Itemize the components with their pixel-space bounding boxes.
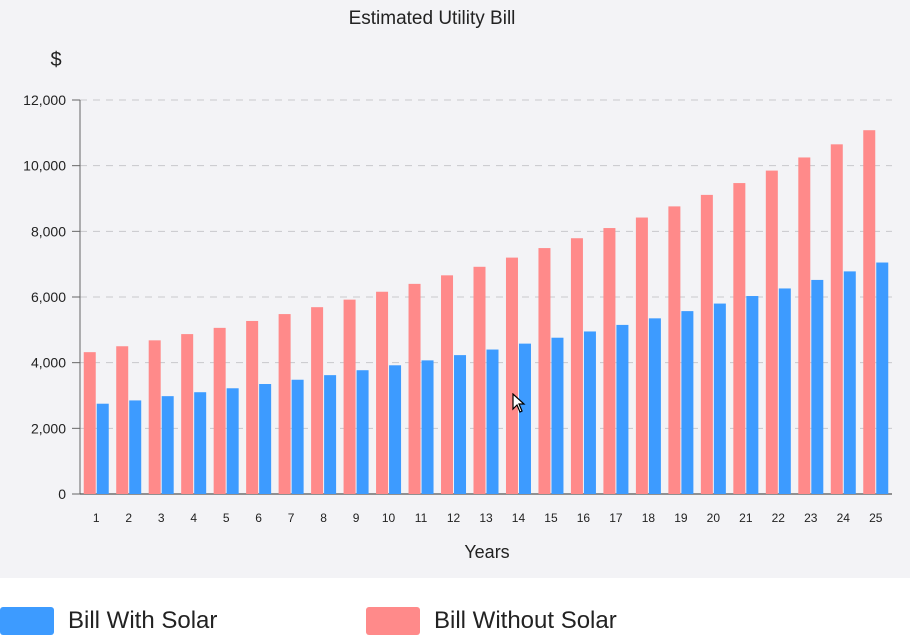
- x-tick-label: 24: [837, 511, 851, 525]
- x-tick-label: 15: [544, 511, 558, 525]
- bar-with-solar: [583, 331, 596, 494]
- y-axis-label: $: [50, 49, 61, 71]
- chart-svg: Estimated Utility Bill $0 2,000 4,000 6,000 8…: [23, 8, 892, 562]
- y-tick-label: 2,000: [31, 420, 66, 436]
- bar-without-solar: [213, 327, 226, 494]
- x-tick-label: 25: [869, 511, 883, 525]
- bar-with-solar: [746, 296, 759, 494]
- bar-without-solar: [311, 307, 324, 494]
- bar-with-solar: [194, 392, 207, 494]
- bar-with-solar: [259, 384, 272, 494]
- x-tick-label: 20: [707, 511, 721, 525]
- bar-without-solar: [441, 275, 454, 494]
- legend-label-without-solar: Bill Without Solar: [434, 607, 617, 634]
- bar-with-solar: [876, 262, 889, 494]
- x-tick-label: 18: [642, 511, 656, 525]
- x-tick-label: 10: [382, 511, 396, 525]
- bar-without-solar: [116, 346, 129, 494]
- x-tick-label: 11: [415, 511, 428, 525]
- x-tick-label: 14: [512, 511, 526, 525]
- bar-with-solar: [96, 403, 109, 494]
- legend-swatch-without-solar: [366, 607, 420, 635]
- bar-with-solar: [421, 360, 434, 494]
- x-tick-label: 2: [125, 511, 132, 525]
- x-tick-label: 4: [190, 511, 197, 525]
- bar-without-solar: [83, 352, 96, 494]
- bar-with-solar: [226, 388, 239, 494]
- x-tick-label: 8: [320, 511, 327, 525]
- x-tick-label: 5: [223, 511, 230, 525]
- legend-label-with-solar: Bill With Solar: [68, 607, 218, 634]
- x-tick-label: 12: [447, 511, 461, 525]
- x-tick-label: 6: [255, 511, 262, 525]
- bar-with-solar: [324, 375, 337, 494]
- y-tick-label: 0: [58, 486, 66, 502]
- bar-without-solar: [733, 183, 746, 494]
- bar-with-solar: [713, 303, 726, 494]
- x-tick-label: 7: [288, 511, 295, 525]
- bar-with-solar: [681, 311, 694, 494]
- bar-without-solar: [473, 266, 486, 494]
- x-tick-label: 9: [353, 511, 360, 525]
- y-tick-label: 8,000: [31, 223, 66, 239]
- y-tick-label: 12,000: [23, 92, 66, 108]
- bar-with-solar: [616, 324, 629, 494]
- bar-without-solar: [570, 238, 583, 494]
- mouse-cursor-icon: [512, 393, 526, 413]
- bar-without-solar: [538, 248, 551, 494]
- bar-without-solar: [765, 170, 778, 494]
- x-axis-label: Years: [464, 542, 509, 562]
- bar-with-solar: [356, 370, 369, 494]
- legend-swatch-with-solar: [0, 607, 54, 635]
- bar-without-solar: [603, 228, 616, 495]
- bar-with-solar: [454, 355, 467, 494]
- bar-without-solar: [668, 206, 681, 494]
- bar-with-solar: [518, 343, 531, 494]
- x-tick-label: 3: [158, 511, 165, 525]
- bar-without-solar: [798, 157, 811, 495]
- x-tick-label: 1: [93, 511, 100, 525]
- bar-without-solar: [635, 217, 648, 494]
- bar-without-solar: [408, 283, 421, 494]
- bar-with-solar: [843, 271, 856, 494]
- x-tick-label: 16: [577, 511, 591, 525]
- chart-title: Estimated Utility Bill: [349, 8, 516, 29]
- bar-without-solar: [830, 144, 843, 494]
- bar-with-solar: [648, 318, 661, 494]
- x-tick-label: 23: [804, 511, 818, 525]
- x-tick-label: 19: [674, 511, 688, 525]
- bar-with-solar: [778, 288, 791, 494]
- chart-panel: Estimated Utility Bill $0 2,000 4,000 6,000 8…: [0, 0, 910, 578]
- y-tick-label: 6,000: [31, 289, 66, 305]
- x-tick-label: 13: [479, 511, 493, 525]
- legend-item-with-solar: Bill With Solar: [0, 605, 217, 637]
- x-tick-label: 17: [609, 511, 623, 525]
- bar-with-solar: [811, 279, 824, 494]
- x-tick-label: 21: [739, 511, 753, 525]
- x-tick-label: 22: [772, 511, 786, 525]
- bar-without-solar: [376, 291, 389, 494]
- bar-without-solar: [278, 314, 291, 494]
- bar-without-solar: [505, 257, 518, 494]
- bar-with-solar: [129, 400, 142, 494]
- bar-with-solar: [551, 337, 564, 494]
- bar-with-solar: [389, 365, 402, 494]
- legend-item-without-solar: Bill Without Solar: [366, 605, 617, 637]
- bar-without-solar: [863, 130, 876, 494]
- bar-without-solar: [181, 334, 194, 494]
- bar-with-solar: [291, 379, 304, 494]
- bar-without-solar: [148, 340, 161, 494]
- bar-with-solar: [486, 349, 499, 494]
- bar-without-solar: [700, 194, 713, 494]
- bar-without-solar: [343, 299, 356, 494]
- bar-with-solar: [161, 396, 174, 494]
- y-tick-label: 4,000: [31, 355, 66, 371]
- bar-without-solar: [246, 320, 259, 494]
- y-tick-label: 10,000: [23, 158, 66, 174]
